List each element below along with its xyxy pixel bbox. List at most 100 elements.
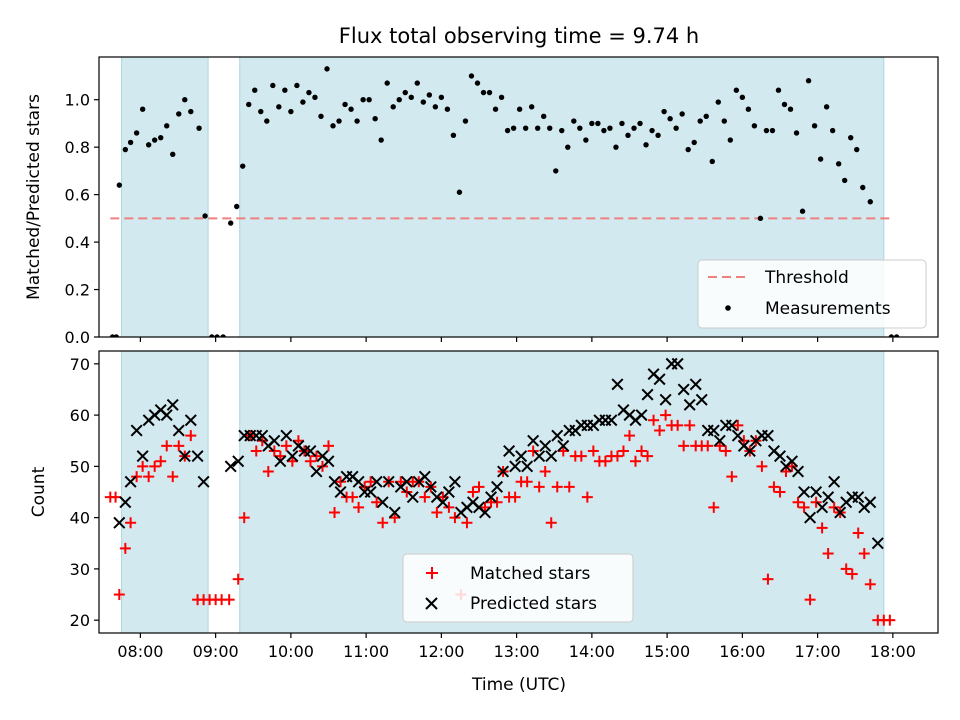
matched-star-point: [431, 507, 443, 519]
measurement-point: [354, 118, 360, 124]
count-y-axis: 20 30 40 50 60 70: [70, 355, 99, 630]
count-legend: Matched stars Predicted stars: [402, 553, 634, 623]
measurement-point: [691, 139, 697, 146]
measurement-point: [133, 130, 140, 136]
matched-star-point: [822, 548, 834, 560]
predicted-star-point: [178, 450, 191, 463]
matched-star-point: [648, 414, 660, 426]
predicted-star-point: [113, 516, 126, 529]
y-tick-label: 70: [70, 355, 90, 374]
matched-star-point: [268, 445, 280, 457]
measurement-point: [685, 146, 691, 153]
measurement-point: [139, 106, 146, 112]
measurement-point: [643, 142, 649, 148]
predicted-star-point: [509, 460, 522, 473]
measurement-point: [164, 123, 170, 129]
measurement-point: [739, 94, 746, 101]
measurement-point: [300, 99, 306, 105]
matched-star-point: [185, 430, 197, 442]
measurement-point: [541, 113, 547, 120]
predicted-star-point: [130, 424, 143, 437]
y-tick-label: 60: [70, 406, 90, 425]
legend-predicted-swatch: [425, 597, 438, 610]
matched-star-point: [335, 476, 347, 488]
measurement-point: [113, 334, 120, 337]
measurement-point: [565, 144, 571, 150]
measurement-point: [438, 94, 445, 101]
measurement-point: [480, 89, 487, 96]
matched-star-point: [768, 481, 780, 493]
measurement-point: [601, 127, 607, 134]
legend-measurements-swatch: [725, 305, 731, 311]
predicted-star-point: [184, 414, 197, 427]
measurement-point: [893, 334, 900, 337]
measurement-point: [432, 104, 439, 110]
matched-star-point: [449, 512, 461, 524]
measurement-point: [703, 113, 709, 120]
measurement-point: [188, 108, 194, 115]
predicted-star-point: [424, 480, 437, 493]
measurement-point: [246, 101, 252, 108]
measurement-point: [607, 125, 613, 131]
matched-star-point: [137, 460, 149, 472]
predicted-star-point: [713, 434, 726, 447]
measurement-point: [637, 120, 643, 127]
matched-star-point: [527, 445, 539, 457]
measurement-point: [444, 106, 451, 112]
matched-star-point: [119, 542, 131, 554]
matched-star-point: [304, 455, 316, 467]
matched-star-point: [286, 455, 298, 467]
predicted-star-point: [197, 475, 210, 488]
measurement-point: [721, 118, 727, 124]
predicted-star-point: [497, 465, 510, 478]
ratio-legend: Threshold Measurements: [697, 259, 927, 329]
predicted-stars-series: [113, 357, 884, 550]
predicted-star-point: [822, 491, 835, 504]
matched-star-point: [660, 409, 672, 421]
matched-star-point: [654, 424, 666, 436]
measurement-point: [151, 137, 158, 143]
matched-star-point: [816, 522, 828, 534]
predicted-star-point: [828, 475, 841, 488]
matched-star-point: [858, 548, 870, 560]
measurement-point: [727, 137, 734, 143]
matched-star-point: [371, 496, 383, 508]
predicted-star-point: [545, 450, 558, 463]
predicted-star-point: [557, 439, 570, 452]
matched-star-point: [262, 465, 274, 477]
matched-star-point: [223, 594, 235, 606]
ratio-y-axis: 0.0 0.2 0.4 0.6 0.8 1.0: [65, 91, 99, 347]
measurement-point: [498, 94, 505, 101]
matched-star-point: [167, 471, 179, 483]
predicted-star-point: [328, 475, 341, 488]
predicted-star-point: [448, 475, 461, 488]
y-tick-label: 0.4: [65, 233, 90, 252]
measurement-point: [372, 115, 378, 122]
matched-star-point: [738, 435, 750, 447]
measurement-point: [360, 97, 366, 103]
measurement-point: [122, 146, 129, 153]
measurement-point: [787, 106, 794, 112]
count-y-label: Count: [29, 466, 49, 517]
predicted-star-point: [274, 455, 287, 468]
x-tick-label: 08:00: [117, 642, 163, 661]
predicted-star-point: [364, 485, 377, 499]
predicted-star-point: [382, 475, 395, 488]
matched-star-point: [256, 435, 268, 447]
matched-star-point: [551, 481, 563, 493]
measurement-point: [474, 80, 481, 86]
predicted-star-point: [436, 496, 449, 509]
measurement-point: [402, 89, 408, 96]
ratio-y-label: Matched/Predicted stars: [24, 94, 44, 300]
measurement-point: [763, 127, 770, 134]
predicted-star-point: [160, 409, 173, 422]
y-tick-label: 40: [70, 509, 90, 528]
measurement-point: [589, 120, 595, 127]
predicted-star-point: [136, 450, 149, 463]
matched-star-point: [846, 568, 858, 580]
predicted-star-point: [533, 450, 546, 463]
predicted-star-point: [322, 455, 335, 468]
matched-star-point: [491, 496, 503, 508]
measurement-point: [348, 106, 354, 112]
predicted-star-point: [871, 537, 884, 550]
